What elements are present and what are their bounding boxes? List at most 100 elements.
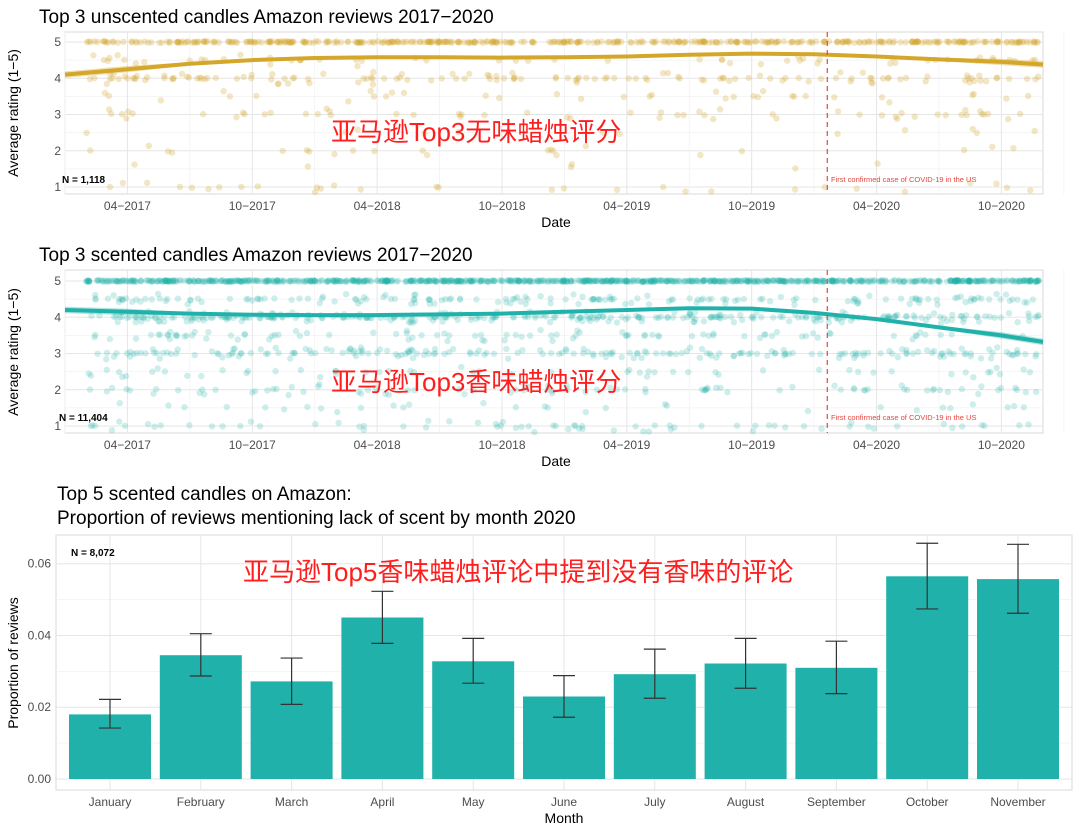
data-point xyxy=(926,277,933,285)
data-point xyxy=(351,296,359,303)
data-point xyxy=(157,331,164,339)
data-point xyxy=(1013,38,1020,46)
plot-panel xyxy=(64,269,1044,434)
data-point xyxy=(614,39,622,46)
data-point xyxy=(856,38,863,46)
data-point xyxy=(426,277,433,284)
data-point xyxy=(212,277,219,284)
data-point xyxy=(86,277,93,285)
data-point xyxy=(332,278,339,285)
data-point xyxy=(947,350,954,357)
data-point xyxy=(486,72,493,80)
data-point xyxy=(470,277,478,284)
data-point xyxy=(341,278,349,285)
data-point xyxy=(461,278,468,285)
data-point xyxy=(433,278,440,285)
data-point xyxy=(750,93,757,100)
data-point xyxy=(768,332,776,340)
data-point xyxy=(567,38,574,45)
data-point xyxy=(284,80,292,87)
data-point xyxy=(664,278,671,285)
data-point xyxy=(844,38,851,45)
data-point xyxy=(762,38,769,45)
data-point xyxy=(847,277,854,285)
data-point xyxy=(958,278,965,285)
data-point xyxy=(848,278,855,285)
data-point xyxy=(981,278,988,285)
data-point xyxy=(630,278,638,285)
data-point xyxy=(358,39,365,46)
data-point xyxy=(649,331,656,338)
data-point xyxy=(282,39,289,46)
data-point xyxy=(958,111,965,119)
data-point xyxy=(768,38,775,45)
data-point xyxy=(547,350,555,357)
data-point xyxy=(166,278,174,285)
data-point xyxy=(590,295,597,303)
data-point xyxy=(103,366,111,374)
data-point xyxy=(816,56,823,63)
data-point xyxy=(688,278,695,285)
data-point xyxy=(980,277,988,284)
data-point xyxy=(509,39,516,46)
data-point xyxy=(343,277,350,284)
data-point xyxy=(1030,38,1038,45)
data-point xyxy=(1009,296,1016,303)
data-point xyxy=(109,38,117,45)
data-point xyxy=(965,277,973,285)
data-point xyxy=(375,38,382,45)
data-point xyxy=(253,277,260,284)
data-point xyxy=(562,296,569,303)
data-point xyxy=(628,39,635,46)
data-point xyxy=(317,277,325,284)
data-point xyxy=(395,39,402,46)
data-point xyxy=(647,278,655,285)
data-point xyxy=(224,278,232,285)
data-point xyxy=(877,38,884,45)
data-point xyxy=(190,277,197,284)
data-point xyxy=(157,277,164,284)
data-point xyxy=(959,277,967,285)
data-point xyxy=(850,295,858,303)
data-point xyxy=(978,421,986,429)
data-point xyxy=(263,278,270,285)
data-point xyxy=(554,277,561,285)
data-point xyxy=(137,278,144,285)
data-point xyxy=(988,38,996,45)
data-point xyxy=(1032,278,1039,285)
data-point xyxy=(556,277,564,284)
data-point xyxy=(1016,278,1023,285)
data-point xyxy=(162,297,169,305)
data-point xyxy=(124,75,131,82)
data-point xyxy=(208,278,216,285)
data-point xyxy=(491,277,498,285)
data-point xyxy=(936,278,943,285)
data-point xyxy=(776,278,783,285)
data-point xyxy=(946,277,954,284)
data-point xyxy=(170,277,177,284)
data-point xyxy=(714,277,722,285)
data-point xyxy=(491,277,498,285)
data-point xyxy=(246,38,254,46)
data-point xyxy=(951,278,958,285)
data-point xyxy=(508,277,515,284)
data-point xyxy=(802,332,810,340)
data-point xyxy=(208,348,216,355)
data-point xyxy=(886,39,893,46)
data-point xyxy=(203,335,210,342)
data-point xyxy=(409,334,416,341)
data-point xyxy=(791,301,798,308)
data-point xyxy=(512,277,519,285)
data-point xyxy=(711,277,718,284)
data-point xyxy=(130,278,137,285)
data-point xyxy=(977,77,984,84)
data-point xyxy=(772,38,779,46)
data-point xyxy=(924,73,931,80)
data-point xyxy=(449,346,457,353)
data-point xyxy=(222,278,230,285)
data-point xyxy=(650,39,657,46)
data-point xyxy=(369,75,376,82)
data-point xyxy=(157,422,164,429)
data-point xyxy=(477,38,484,45)
data-point xyxy=(591,75,598,83)
